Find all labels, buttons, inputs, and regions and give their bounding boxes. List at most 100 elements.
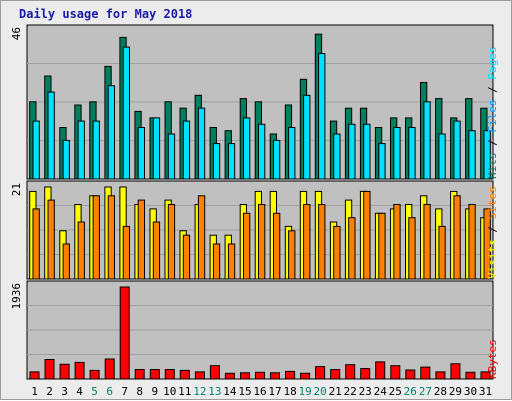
legend-separator: / — [486, 133, 499, 153]
bar-kbytes — [134, 369, 145, 380]
bar-sites — [288, 230, 296, 280]
bar-kbytes — [420, 366, 431, 380]
bar-kbytes — [315, 366, 326, 380]
legend-item-kbytes: KBytes — [486, 339, 499, 379]
bar-pages — [408, 127, 416, 180]
bar-sites — [137, 199, 145, 280]
x-tick-label: 15 — [238, 385, 251, 398]
x-tick-label: 12 — [193, 385, 206, 398]
bar-kbytes — [360, 368, 371, 380]
bar-sites — [152, 221, 161, 280]
x-tick-label: 6 — [106, 385, 113, 398]
y-max-label: 21 — [10, 183, 23, 196]
bar-pages — [423, 101, 431, 180]
bar-kbytes — [285, 370, 296, 380]
x-tick-label: 27 — [419, 385, 432, 398]
legend-hits-files-pages: Hits / Files / Pages — [486, 47, 499, 180]
y-max-label: 46 — [10, 27, 23, 40]
x-tick-label: 4 — [76, 385, 83, 398]
bar-kbytes — [104, 358, 115, 380]
x-tick-label: 16 — [253, 385, 266, 398]
x-tick-label: 8 — [136, 385, 143, 398]
bar-pages — [378, 143, 386, 180]
legend-item-files: Files — [486, 100, 499, 133]
x-tick-label: 13 — [208, 385, 221, 398]
bar-kbytes — [209, 365, 220, 380]
bar-kbytes — [194, 371, 205, 380]
bar-pages — [483, 130, 491, 180]
bar-pages — [47, 91, 55, 180]
legend-visits-sites: Visits / Sites — [486, 186, 499, 279]
x-tick-label: 11 — [178, 385, 191, 398]
x-tick-label: 28 — [434, 385, 447, 398]
bar-sites — [333, 225, 341, 280]
x-tick-label: 22 — [344, 385, 357, 398]
bar-sites — [303, 204, 311, 280]
legend-kbytes: KBytes — [486, 339, 499, 379]
x-tick-label: 21 — [329, 385, 342, 398]
x-tick-label: 31 — [479, 385, 492, 398]
bar-kbytes — [179, 369, 190, 380]
bar-pages — [303, 94, 311, 180]
bar-kbytes — [450, 363, 461, 380]
bar-kbytes — [345, 364, 356, 380]
bar-pages — [197, 107, 206, 180]
legend-item-sites: Sites — [486, 186, 499, 219]
bar-sites — [47, 199, 55, 280]
x-tick-label: 14 — [223, 385, 237, 398]
x-tick-label: 29 — [449, 385, 462, 398]
bar-sites — [483, 208, 491, 280]
legend-item-pages: Pages — [486, 47, 499, 80]
x-tick-label: 24 — [374, 385, 388, 398]
bar-sites — [197, 195, 206, 280]
bar-sites — [167, 204, 176, 280]
bar-pages — [453, 120, 461, 180]
bar-pages — [363, 123, 371, 180]
bar-kbytes — [465, 371, 476, 380]
bar-sites — [107, 195, 115, 280]
bar-kbytes — [74, 361, 85, 380]
bar-kbytes — [164, 369, 175, 380]
x-tick-label: 18 — [283, 385, 296, 398]
bar-pages — [167, 133, 176, 180]
legend-item-visits: Visits — [486, 239, 499, 279]
bar-kbytes — [255, 371, 265, 380]
bar-sites — [227, 243, 236, 280]
bar-kbytes — [435, 371, 446, 380]
bar-sites — [378, 212, 386, 280]
bar-pages — [137, 127, 145, 180]
x-tick-label: 30 — [464, 385, 477, 398]
bar-pages — [468, 130, 476, 180]
bar-pages — [182, 120, 191, 180]
x-tick-label: 26 — [404, 385, 417, 398]
bar-kbytes — [44, 359, 55, 380]
bar-pages — [318, 53, 326, 180]
x-tick-label: 3 — [61, 385, 68, 398]
bar-kbytes — [405, 369, 416, 380]
bar-pages — [32, 120, 40, 180]
bar-sites — [348, 217, 356, 280]
bar-pages — [152, 117, 161, 180]
bar-pages — [333, 133, 341, 180]
bar-pages — [62, 139, 70, 180]
bar-kbytes — [390, 365, 401, 380]
x-tick-label: 7 — [121, 385, 128, 398]
bar-sites — [393, 204, 401, 280]
legend-separator: / — [486, 219, 499, 239]
bar-kbytes — [89, 369, 100, 380]
bar-pages — [393, 127, 401, 180]
bar-pages — [227, 143, 236, 180]
bar-kbytes — [240, 372, 250, 380]
bar-sites — [318, 204, 326, 280]
bar-sites — [453, 195, 461, 280]
chart-title: Daily usage for May 2018 — [19, 7, 193, 21]
bar-sites — [212, 243, 221, 280]
bar-kbytes — [300, 372, 311, 380]
bar-kbytes — [330, 369, 341, 380]
bar-sites — [258, 204, 266, 280]
bar-sites — [408, 217, 416, 280]
bar-kbytes — [480, 371, 491, 380]
bar-pages — [107, 85, 115, 180]
bar-sites — [438, 225, 446, 280]
